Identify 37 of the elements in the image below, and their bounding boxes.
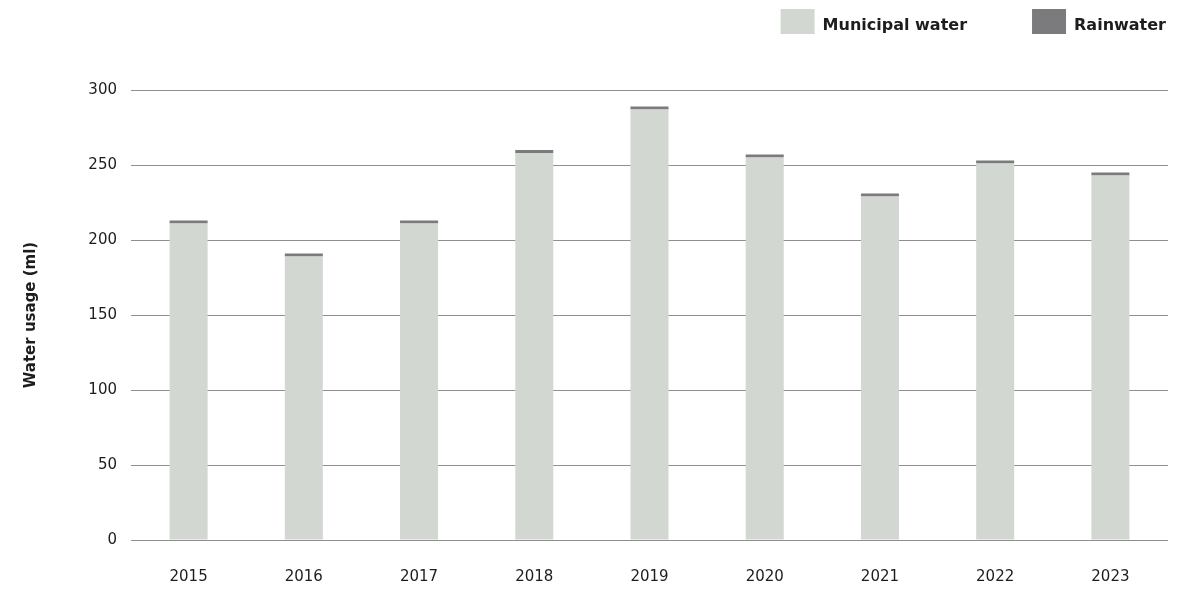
bar (1091, 175, 1130, 540)
bar (400, 220, 439, 224)
legend-label: Municipal water (822, 15, 968, 35)
bar (515, 150, 554, 153)
y-tick-label: 250 (88, 154, 117, 173)
y-tick-label: 200 (88, 229, 117, 248)
x-tick-label: 2018 (515, 566, 554, 585)
bar (976, 160, 1015, 164)
x-tick-label: 2017 (399, 566, 439, 585)
y-tick-label: 50 (97, 454, 117, 473)
x-tick-label: 2015 (169, 566, 208, 585)
x-tick-label: 2021 (860, 566, 900, 585)
bar (745, 154, 784, 158)
bar (630, 106, 669, 110)
bar (515, 153, 554, 540)
bar (169, 220, 208, 224)
bar (1091, 172, 1130, 176)
bar (976, 163, 1015, 540)
bar (284, 253, 323, 257)
x-tick-label: 2023 (1091, 566, 1130, 585)
y-axis-title: Water usage (ml) (20, 241, 39, 389)
bar (860, 193, 899, 197)
y-tick-label: 0 (107, 529, 117, 548)
bar (169, 223, 208, 540)
legend-label: Rainwater (1074, 15, 1167, 35)
y-tick-label: 150 (88, 304, 117, 323)
bar (860, 196, 899, 540)
bar (284, 256, 323, 540)
y-tick-label: 300 (88, 79, 117, 98)
bar (630, 109, 669, 540)
x-tick-label: 2020 (745, 566, 784, 585)
bar (745, 157, 784, 540)
bar (400, 223, 439, 540)
x-tick-label: 2022 (976, 566, 1015, 585)
x-tick-label: 2016 (284, 566, 323, 585)
y-tick-label: 100 (88, 379, 117, 398)
x-tick-label: 2019 (630, 566, 669, 585)
